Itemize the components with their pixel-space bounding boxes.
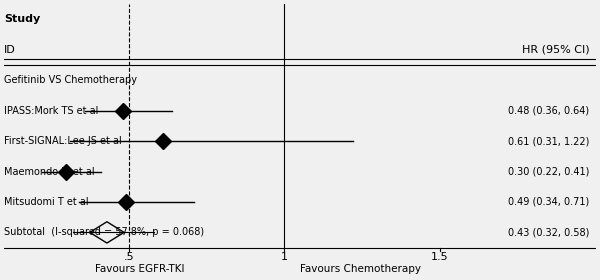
- Text: .5: .5: [124, 252, 134, 262]
- Text: Maemondo M et al: Maemondo M et al: [4, 167, 95, 176]
- Text: ID: ID: [4, 45, 16, 55]
- Text: 1.5: 1.5: [431, 252, 449, 262]
- Text: Subtotal  (I-squared = 57.8%, p = 0.068): Subtotal (I-squared = 57.8%, p = 0.068): [4, 227, 204, 237]
- Text: Gefitinib VS Chemotherapy: Gefitinib VS Chemotherapy: [4, 75, 137, 85]
- Text: 0.48 (0.36, 0.64): 0.48 (0.36, 0.64): [508, 106, 590, 116]
- Text: Favours Chemotherapy: Favours Chemotherapy: [300, 264, 421, 274]
- Text: Mitsudomi T et al: Mitsudomi T et al: [4, 197, 89, 207]
- Text: IPASS:Mork TS et al: IPASS:Mork TS et al: [4, 106, 98, 116]
- Text: Favours EGFR-TKI: Favours EGFR-TKI: [95, 264, 185, 274]
- Text: 1: 1: [281, 252, 288, 262]
- Text: First-SIGNAL:Lee JS et al: First-SIGNAL:Lee JS et al: [4, 136, 122, 146]
- Text: Study: Study: [4, 14, 40, 24]
- Text: HR (95% CI): HR (95% CI): [522, 45, 590, 55]
- Text: 0.43 (0.32, 0.58): 0.43 (0.32, 0.58): [508, 227, 590, 237]
- Text: 0.61 (0.31, 1.22): 0.61 (0.31, 1.22): [508, 136, 590, 146]
- Text: 0.30 (0.22, 0.41): 0.30 (0.22, 0.41): [508, 167, 590, 176]
- Text: 0.49 (0.34, 0.71): 0.49 (0.34, 0.71): [508, 197, 590, 207]
